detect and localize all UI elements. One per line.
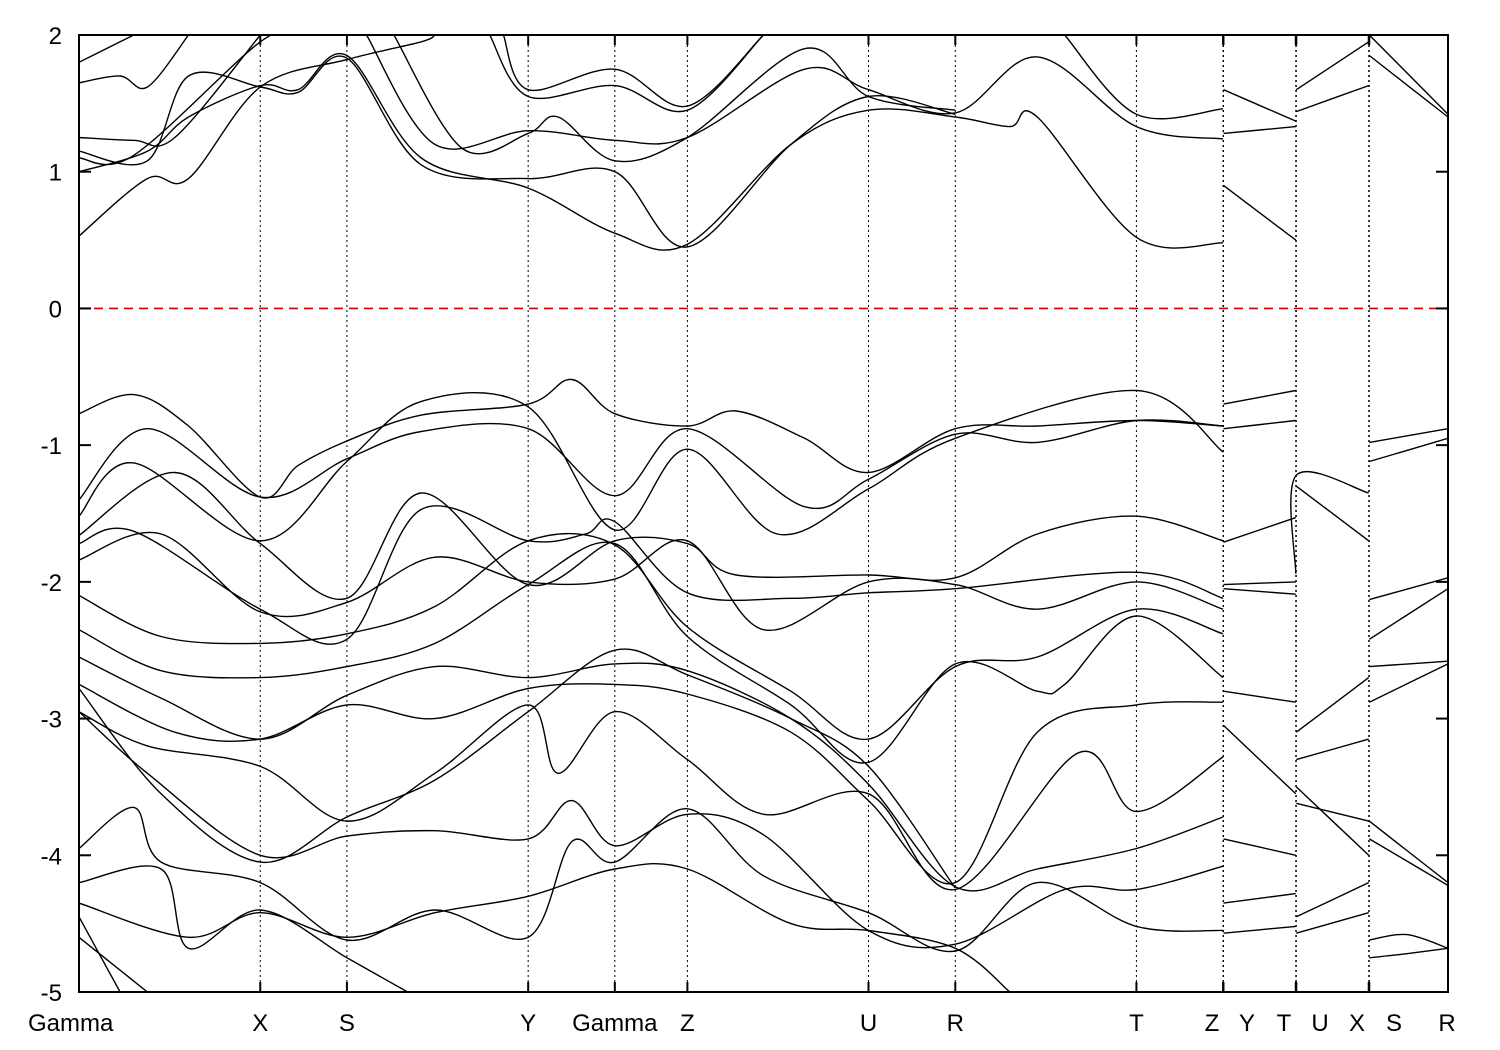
band-line bbox=[79, 389, 1224, 542]
band-line bbox=[79, 55, 956, 248]
y-tick-label: -5 bbox=[41, 980, 62, 1007]
band-line bbox=[1368, 588, 1448, 640]
band-line bbox=[79, 52, 1224, 251]
band-line bbox=[1223, 892, 1296, 904]
band-line bbox=[79, 35, 135, 63]
plot-frame bbox=[78, 34, 1449, 993]
band-line bbox=[1295, 41, 1370, 91]
band-line bbox=[1223, 838, 1296, 856]
x-tick-label: S bbox=[339, 1010, 355, 1037]
y-tick-label: -3 bbox=[41, 707, 62, 734]
x-tick-label: X bbox=[1349, 1010, 1365, 1037]
x-tick-label: R bbox=[947, 1010, 964, 1037]
x-tick-label: X bbox=[252, 1010, 268, 1037]
y-tick-label: -4 bbox=[41, 843, 62, 870]
band-line bbox=[79, 936, 148, 992]
band-line bbox=[1369, 577, 1448, 601]
band-line bbox=[79, 532, 1224, 741]
band-line bbox=[79, 865, 408, 992]
y-tick-label: 2 bbox=[49, 23, 62, 50]
band-curves bbox=[79, 35, 1448, 992]
band-line bbox=[1369, 437, 1448, 463]
band-line bbox=[79, 35, 190, 90]
band-line bbox=[1296, 881, 1370, 918]
band-line bbox=[1223, 690, 1296, 703]
band-line bbox=[1223, 925, 1296, 934]
band-line bbox=[79, 683, 1224, 885]
y-tick-label: -1 bbox=[41, 433, 62, 460]
band-line bbox=[79, 35, 436, 237]
band-line bbox=[1223, 516, 1297, 543]
band-line bbox=[79, 35, 261, 147]
band-line bbox=[502, 35, 764, 108]
band-line bbox=[1295, 485, 1370, 542]
band-line bbox=[79, 711, 1224, 949]
band-line bbox=[1368, 663, 1448, 703]
band-line bbox=[79, 35, 299, 166]
y-tick-labels: 2 1 0 -1 -2 -3 -4 -5 bbox=[41, 23, 62, 1007]
band-line bbox=[79, 648, 956, 889]
x-tick-labels: Gamma X S Y Gamma Z U R T Z Y T U X S R bbox=[28, 1010, 1456, 1037]
x-tick-label: Z bbox=[1205, 1010, 1220, 1037]
band-line bbox=[1369, 660, 1448, 668]
y-tick-label: 0 bbox=[49, 296, 62, 323]
band-line bbox=[1368, 35, 1448, 115]
band-line bbox=[393, 35, 956, 163]
band-line bbox=[1223, 389, 1296, 405]
band-line bbox=[1368, 838, 1448, 887]
band-line bbox=[489, 35, 764, 113]
y-tick-label: -2 bbox=[41, 570, 62, 597]
x-tick-label: Y bbox=[1239, 1010, 1255, 1037]
band-line bbox=[1368, 54, 1448, 118]
band-line bbox=[79, 505, 1224, 645]
band-line bbox=[1296, 802, 1369, 822]
x-tick-label: Z bbox=[680, 1010, 695, 1037]
band-line bbox=[1064, 35, 1224, 120]
band-line bbox=[1295, 786, 1370, 856]
band-line bbox=[365, 35, 1224, 150]
band-line bbox=[1223, 588, 1296, 595]
band-line bbox=[1295, 677, 1370, 733]
x-tick-label: T bbox=[1129, 1010, 1144, 1037]
band-line bbox=[79, 541, 1224, 764]
x-tick-label: Gamma bbox=[572, 1010, 658, 1037]
band-line bbox=[79, 656, 1224, 892]
band-line bbox=[1296, 738, 1369, 761]
band-line bbox=[1369, 947, 1448, 959]
band-line bbox=[1223, 184, 1297, 241]
band-line bbox=[1369, 428, 1448, 444]
kpoint-divider-lines bbox=[259, 35, 1370, 992]
band-line bbox=[79, 378, 1224, 499]
x-tick-label: S bbox=[1386, 1010, 1402, 1037]
band-line bbox=[79, 862, 1011, 992]
axis-ticks bbox=[78, 34, 1449, 993]
band-line bbox=[1223, 419, 1296, 430]
band-line bbox=[1223, 581, 1296, 586]
band-line bbox=[1296, 912, 1369, 934]
band-line bbox=[79, 531, 1224, 632]
x-tick-label: Gamma bbox=[28, 1010, 114, 1037]
band-line bbox=[1290, 470, 1369, 574]
band-line bbox=[1368, 820, 1448, 884]
band-line bbox=[1223, 125, 1296, 135]
band-line bbox=[79, 471, 1224, 601]
x-tick-label: R bbox=[1438, 1010, 1455, 1037]
x-tick-label: T bbox=[1277, 1010, 1292, 1037]
band-line bbox=[1223, 724, 1297, 795]
x-tick-label: U bbox=[860, 1010, 877, 1037]
x-tick-label: U bbox=[1311, 1010, 1328, 1037]
band-line bbox=[79, 704, 1224, 891]
band-line bbox=[79, 419, 1224, 510]
band-line bbox=[1369, 933, 1448, 949]
y-tick-label: 1 bbox=[49, 160, 62, 187]
band-line bbox=[1296, 84, 1369, 113]
band-line bbox=[1223, 89, 1297, 122]
band-line bbox=[79, 806, 1224, 953]
x-tick-label: Y bbox=[520, 1010, 536, 1037]
